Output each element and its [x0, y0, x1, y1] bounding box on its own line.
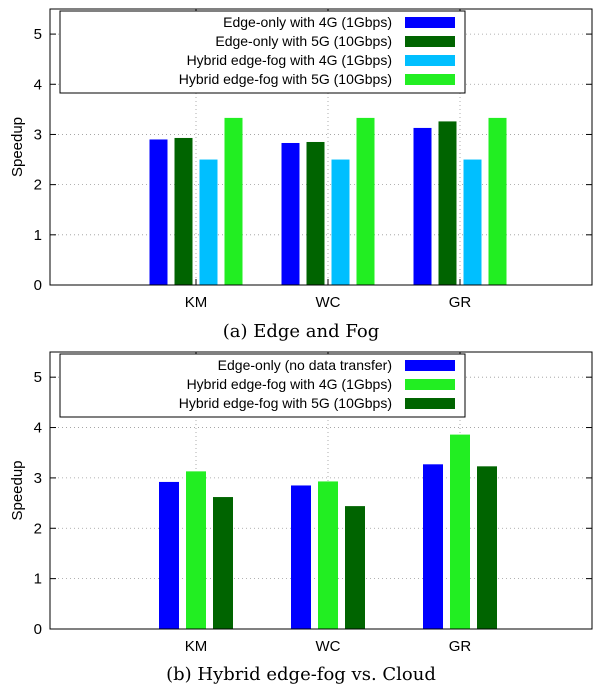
bar — [356, 117, 375, 285]
bar — [224, 117, 243, 285]
bar — [291, 485, 311, 629]
bar — [423, 464, 443, 629]
x-tick-label: GR — [449, 294, 472, 311]
bar — [199, 159, 218, 285]
y-tick-label: 1 — [34, 227, 42, 244]
y-axis-label: Speedup — [9, 117, 26, 177]
plot-frame — [49, 8, 593, 286]
legend-swatch — [405, 398, 455, 409]
bar — [331, 159, 350, 285]
legend-swatch — [405, 17, 455, 28]
bar — [306, 141, 325, 285]
y-tick-label: 3 — [34, 470, 42, 487]
y-tick-label: 2 — [34, 177, 42, 194]
x-tick-label: WC — [316, 638, 341, 655]
legend-box — [59, 353, 466, 418]
bar — [318, 481, 338, 629]
y-tick-label: 1 — [34, 571, 42, 588]
legend-box — [59, 10, 466, 94]
bar — [213, 497, 233, 629]
y-tick-label: 2 — [34, 520, 42, 537]
legend-label: Edge-only (no data transfer) — [218, 357, 392, 373]
y-tick-label: 4 — [34, 76, 42, 93]
y-tick-label: 0 — [34, 277, 42, 294]
legend-swatch — [405, 55, 455, 66]
bar — [186, 471, 206, 629]
bar — [149, 139, 168, 285]
bar — [174, 137, 193, 285]
x-tick-label: GR — [449, 638, 472, 655]
bar — [463, 159, 482, 285]
legend-label: Edge-only with 4G (1Gbps) — [223, 14, 392, 30]
bar — [450, 434, 470, 629]
legend-swatch — [405, 74, 455, 85]
bar — [345, 506, 365, 629]
bar — [281, 142, 300, 285]
caption-b: (b) Hybrid edge-fog vs. Cloud — [166, 664, 436, 685]
legend-label: Hybrid edge-fog with 5G (10Gbps) — [179, 395, 392, 411]
y-tick-label: 5 — [34, 26, 42, 43]
legend-label: Hybrid edge-fog with 5G (10Gbps) — [179, 71, 392, 87]
plot-frame — [49, 351, 593, 630]
bar — [477, 466, 497, 629]
bar — [413, 127, 432, 285]
x-tick-label: KM — [185, 294, 208, 311]
chart-panel-b: 0 1 2 3 4 5 KM WC GR Speedup Edge-only (no data tr… — [9, 351, 593, 655]
legend-swatch — [405, 36, 455, 47]
y-tick-label: 3 — [34, 126, 42, 143]
y-axis-label: Speedup — [9, 460, 26, 520]
bar — [488, 117, 507, 285]
y-tick-label: 5 — [34, 369, 42, 386]
bar — [159, 481, 179, 629]
legend-swatch — [405, 360, 455, 371]
x-tick-label: KM — [185, 638, 208, 655]
x-tick-label: WC — [316, 294, 341, 311]
legend-label: Hybrid edge-fog with 4G (1Gbps) — [187, 376, 392, 392]
y-tick-label: 4 — [34, 420, 42, 437]
caption-a: (a) Edge and Fog — [223, 321, 380, 342]
legend-label: Hybrid edge-fog with 4G (1Gbps) — [187, 52, 392, 68]
legend-swatch — [405, 379, 455, 390]
chart-panel-a: 0 1 2 3 4 5 KM WC GR Speedup Edge-only with 4G (1G… — [9, 8, 593, 311]
legend-label: Edge-only with 5G (10Gbps) — [215, 33, 392, 49]
bar — [438, 121, 457, 285]
y-tick-label: 0 — [34, 621, 42, 638]
